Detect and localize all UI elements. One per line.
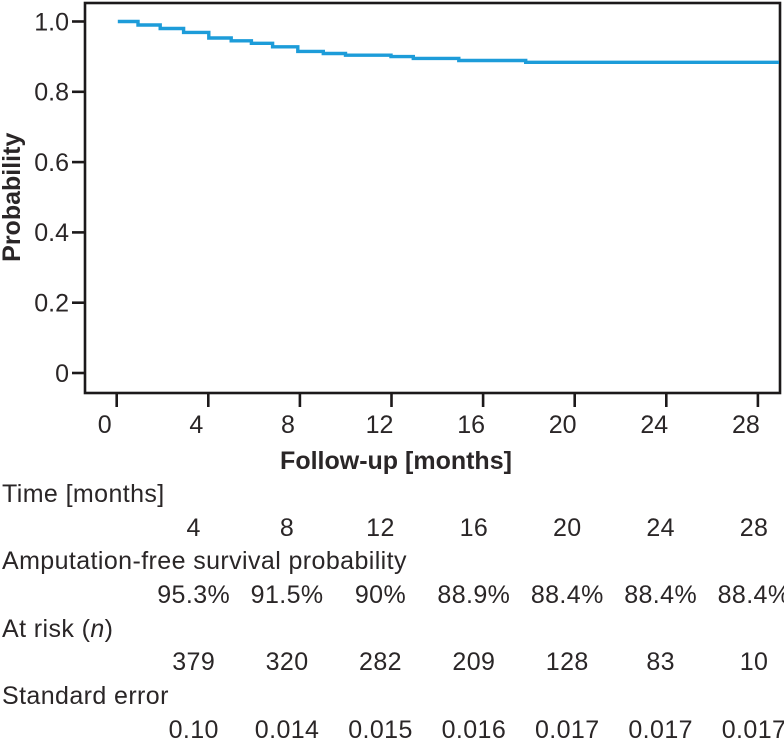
std-error-value: 0.014 bbox=[254, 715, 320, 744]
table-row-label-std-error: Standard error bbox=[2, 682, 169, 711]
table-row-label-survival: Amputation-free survival probability bbox=[2, 547, 407, 576]
std-error-value: 0.017 bbox=[721, 715, 784, 744]
x-tick-label: 4 bbox=[189, 411, 203, 439]
survival-value: 90% bbox=[354, 581, 407, 610]
table-row-label-time: Time [months] bbox=[2, 480, 165, 508]
time-value: 4 bbox=[186, 513, 201, 542]
time-value: 8 bbox=[279, 513, 295, 542]
std-error-value: 0.017 bbox=[628, 715, 693, 744]
table-row-values-std-error: 0.10 0.014 0.015 0.016 0.017 0.017 0.017 bbox=[0, 714, 784, 748]
survival-value: 88.4% bbox=[624, 581, 698, 610]
spacer-cell bbox=[0, 579, 147, 613]
x-tick-label: 24 bbox=[640, 411, 668, 439]
spacer-cell bbox=[0, 512, 147, 546]
y-axis-title: Probability bbox=[0, 133, 26, 262]
survival-value: 95.3% bbox=[157, 581, 231, 610]
spacer-cell bbox=[0, 714, 147, 748]
x-tick-label: 16 bbox=[457, 411, 485, 439]
at-risk-value: 209 bbox=[452, 648, 496, 677]
x-tick-label: 20 bbox=[549, 411, 577, 439]
risk-table: Time [months] 4 8 12 16 20 24 28 Amputat… bbox=[0, 478, 784, 748]
spacer-cell bbox=[0, 646, 147, 680]
table-row-label-at-risk: At risk (n) bbox=[0, 613, 784, 647]
std-error-value: 0.015 bbox=[348, 715, 413, 744]
time-value: 12 bbox=[366, 513, 395, 542]
at-risk-value: 10 bbox=[739, 648, 769, 677]
x-tick-label: 8 bbox=[281, 411, 295, 439]
at-risk-label-suffix: ) bbox=[104, 614, 114, 643]
survival-chart: 1.0 0.8 0.6 0.4 0.2 0 0 4 8 12 16 20 24 28 Follow-up [… bbox=[0, 1, 782, 475]
y-tick-label: 0.8 bbox=[34, 79, 69, 107]
survival-value: 91.5% bbox=[250, 581, 324, 610]
time-value: 20 bbox=[552, 513, 582, 542]
y-tick-label: 1.0 bbox=[34, 8, 69, 36]
std-error-value: 0.016 bbox=[441, 715, 507, 744]
x-tick-label: 28 bbox=[732, 411, 760, 439]
at-risk-value: 282 bbox=[359, 648, 402, 677]
table-row-values-survival: 95.3% 91.5% 90% 88.9% 88.4% 88.4% 88.4% bbox=[0, 579, 784, 613]
at-risk-value: 320 bbox=[265, 648, 309, 677]
survival-value: 88.9% bbox=[437, 581, 511, 610]
at-risk-value: 128 bbox=[545, 648, 589, 677]
at-risk-label-prefix: At risk ( bbox=[2, 614, 91, 643]
y-tick-label: 0 bbox=[55, 360, 69, 388]
survival-value: 88.4% bbox=[717, 581, 784, 610]
time-value: 28 bbox=[739, 513, 769, 542]
survival-curve bbox=[117, 19, 779, 64]
time-value: 16 bbox=[459, 513, 489, 542]
plot-border bbox=[83, 1, 782, 395]
at-risk-n-italic: n bbox=[90, 614, 105, 643]
at-risk-value: 379 bbox=[172, 648, 216, 677]
time-value: 24 bbox=[646, 513, 675, 542]
x-tick-label: 12 bbox=[366, 411, 394, 439]
table-row-values-at-risk: 379 320 282 209 128 83 10 bbox=[0, 646, 784, 680]
y-tick-label: 0.2 bbox=[34, 289, 69, 317]
x-tick-label: 0 bbox=[98, 411, 112, 439]
y-tick-label: 0.6 bbox=[34, 149, 69, 177]
table-row-values-time: 4 8 12 16 20 24 28 bbox=[0, 512, 784, 546]
std-error-value: 0.017 bbox=[534, 715, 600, 744]
at-risk-value: 83 bbox=[646, 648, 675, 677]
y-tick-label: 0.4 bbox=[34, 219, 69, 247]
survival-value: 88.4% bbox=[530, 581, 604, 610]
x-axis-title: Follow-up [months] bbox=[280, 447, 512, 475]
std-error-value: 0.10 bbox=[168, 715, 219, 744]
